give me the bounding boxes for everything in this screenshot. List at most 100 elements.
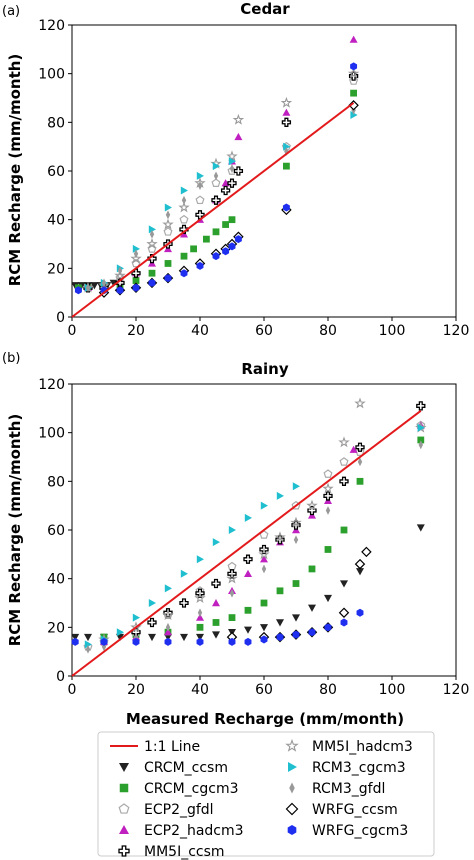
data-point-wrfg-cgcm3 — [180, 269, 188, 278]
data-point-ecp2-hadcm3 — [349, 445, 358, 453]
legend-entry: 1:1 Line — [110, 739, 200, 755]
data-point-wrfg-cgcm3 — [74, 286, 82, 295]
legend-items: 1:1 Line CRCM_ccsm CRCM_cgcm3 ECP2_gfdl ECP2… — [110, 738, 413, 860]
data-point-crcm-ccsm — [148, 633, 156, 642]
data-point-crcm-ccsm — [90, 282, 99, 290]
y-tick-label: 20 — [47, 261, 65, 277]
data-point-crcm-cgcm3 — [417, 436, 425, 444]
panel-a: (a) Cedar RCM Recharge (mm/month) 0 20 40 6… — [2, 0, 469, 339]
data-point-crcm-ccsm — [212, 631, 220, 639]
data-point-wrfg-cgcm3 — [282, 203, 290, 212]
data-point-wrfg-cgcm3 — [228, 242, 236, 251]
data-point-wrfg-cgcm3 — [276, 633, 284, 642]
star-outline-icon — [285, 738, 299, 752]
data-point-mm5i-ccsm — [179, 598, 189, 608]
data-point-wrfg-cgcm3 — [356, 608, 364, 617]
data-point-ecp2-gfdl — [179, 214, 189, 224]
data-point-mm5i-ccsm — [281, 117, 292, 127]
data-point-mm5i-ccsm — [243, 554, 253, 564]
data-point-wrfg-ccsm — [361, 546, 372, 558]
data-point-rcm3-cgcm3 — [244, 513, 252, 522]
data-point-ecp2-gfdl — [323, 469, 333, 478]
data-point-wrfg-cgcm3 — [212, 252, 220, 261]
data-point-wrfg-cgcm3 — [116, 286, 124, 295]
data-point-wrfg-cgcm3 — [196, 637, 204, 646]
data-point-wrfg-ccsm — [348, 100, 359, 111]
data-point-rcm3-gfdl — [85, 644, 91, 654]
data-point-rcm3-cgcm3 — [132, 613, 140, 622]
data-point-ecp2-hadcm3 — [349, 35, 358, 43]
y-tick-label: 40 — [47, 572, 65, 588]
data-point-rcm3-cgcm3 — [292, 482, 300, 491]
data-point-rcm3-gfdl — [357, 457, 363, 467]
plus-outline-icon — [118, 845, 130, 857]
data-point-rcm3-gfdl — [165, 622, 171, 632]
legend-entry: WRFG_cgcm3 — [287, 823, 408, 839]
legend-entry: RCM3_cgcm3 — [288, 760, 406, 776]
data-point-rcm3-cgcm3 — [180, 186, 188, 195]
data-point-mm5i-hadcm3 — [226, 150, 238, 162]
data-point-mm5i-hadcm3 — [130, 252, 142, 264]
data-point-wrfg-cgcm3 — [244, 637, 252, 646]
legend-entry: CRCM_cgcm3 — [119, 781, 239, 797]
legend-box — [97, 731, 435, 857]
panel-a-ylabel: RCM Recharge (mm/month) — [6, 54, 24, 287]
data-point-ecp2-gfdl — [147, 244, 157, 253]
data-point-ecp2-gfdl — [227, 561, 237, 571]
x-tick-label: 60 — [255, 323, 273, 339]
data-point-wrfg-cgcm3 — [164, 637, 172, 646]
data-point-ecp2-hadcm3 — [164, 628, 172, 636]
legend-label: MM5I_ccsm — [144, 844, 225, 860]
legend-label: CRCM_cgcm3 — [144, 781, 239, 797]
y-tick-label: 80 — [47, 474, 65, 490]
data-point-rcm3-cgcm3 — [417, 423, 425, 432]
data-point-crcm-ccsm — [116, 633, 124, 642]
data-point-rcm3-gfdl — [197, 181, 203, 190]
data-point-ecp2-hadcm3 — [196, 613, 204, 621]
data-point-mm5i-hadcm3 — [280, 96, 293, 108]
data-point-rcm3-cgcm3 — [148, 599, 156, 607]
data-point-wrfg-cgcm3 — [350, 62, 358, 71]
one-to-one-line — [71, 409, 422, 677]
data-point-mm5i-hadcm3 — [290, 516, 302, 528]
pentagon-outline-icon — [118, 803, 130, 814]
data-point-crcm-ccsm — [340, 580, 348, 588]
legend-label: ECP2_hadcm3 — [144, 823, 244, 839]
data-point-rcm3-gfdl — [229, 588, 235, 598]
data-point-ecp2-gfdl — [163, 227, 173, 236]
data-point-crcm-cgcm3 — [292, 580, 300, 587]
data-point-crcm-cgcm3 — [203, 235, 210, 243]
data-point-mm5i-ccsm — [227, 178, 237, 188]
panel-b-label: (b) — [2, 351, 20, 366]
data-point-ecp2-gfdl — [339, 457, 349, 466]
data-point-crcm-cgcm3 — [212, 228, 220, 236]
data-point-wrfg-cgcm3 — [164, 274, 172, 283]
data-point-mm5i-ccsm — [220, 185, 231, 196]
x-tick-label: 0 — [68, 323, 77, 339]
panel-b-xlabel: Measured Recharge (mm/month) — [126, 710, 404, 728]
data-point-wrfg-cgcm3 — [148, 278, 156, 287]
data-point-rcm3-cgcm3 — [164, 203, 172, 212]
data-point-wrfg-cgcm3 — [340, 618, 348, 627]
legend-entry: ECP2_hadcm3 — [119, 823, 244, 839]
y-tick-label: 0 — [56, 669, 65, 685]
data-point-crcm-ccsm — [164, 633, 172, 642]
data-point-wrfg-cgcm3 — [228, 637, 236, 646]
data-point-crcm-ccsm — [416, 524, 425, 532]
data-point-rcm3-cgcm3 — [196, 171, 204, 180]
data-point-ecp2-hadcm3 — [260, 555, 268, 563]
legend-label: RCM3_gfdl — [312, 781, 385, 797]
y-tick-label: 120 — [38, 377, 65, 393]
data-point-rcm3-cgcm3 — [132, 244, 140, 253]
panel-a-axes: 0 20 40 60 80 100 120 0 20 40 60 80 100 120 — [38, 18, 469, 339]
x-tick-label: 0 — [68, 682, 77, 698]
data-point-mm5i-hadcm3 — [354, 397, 366, 409]
data-point-crcm-ccsm — [196, 633, 204, 642]
data-point-crcm-cgcm3 — [324, 546, 332, 553]
data-point-crcm-cgcm3 — [190, 245, 197, 253]
data-point-mm5i-hadcm3 — [258, 548, 270, 560]
data-point-crcm-ccsm — [180, 633, 188, 642]
data-point-crcm-cgcm3 — [222, 221, 229, 228]
data-point-crcm-cgcm3 — [308, 565, 316, 573]
data-point-wrfg-ccsm — [354, 558, 366, 570]
